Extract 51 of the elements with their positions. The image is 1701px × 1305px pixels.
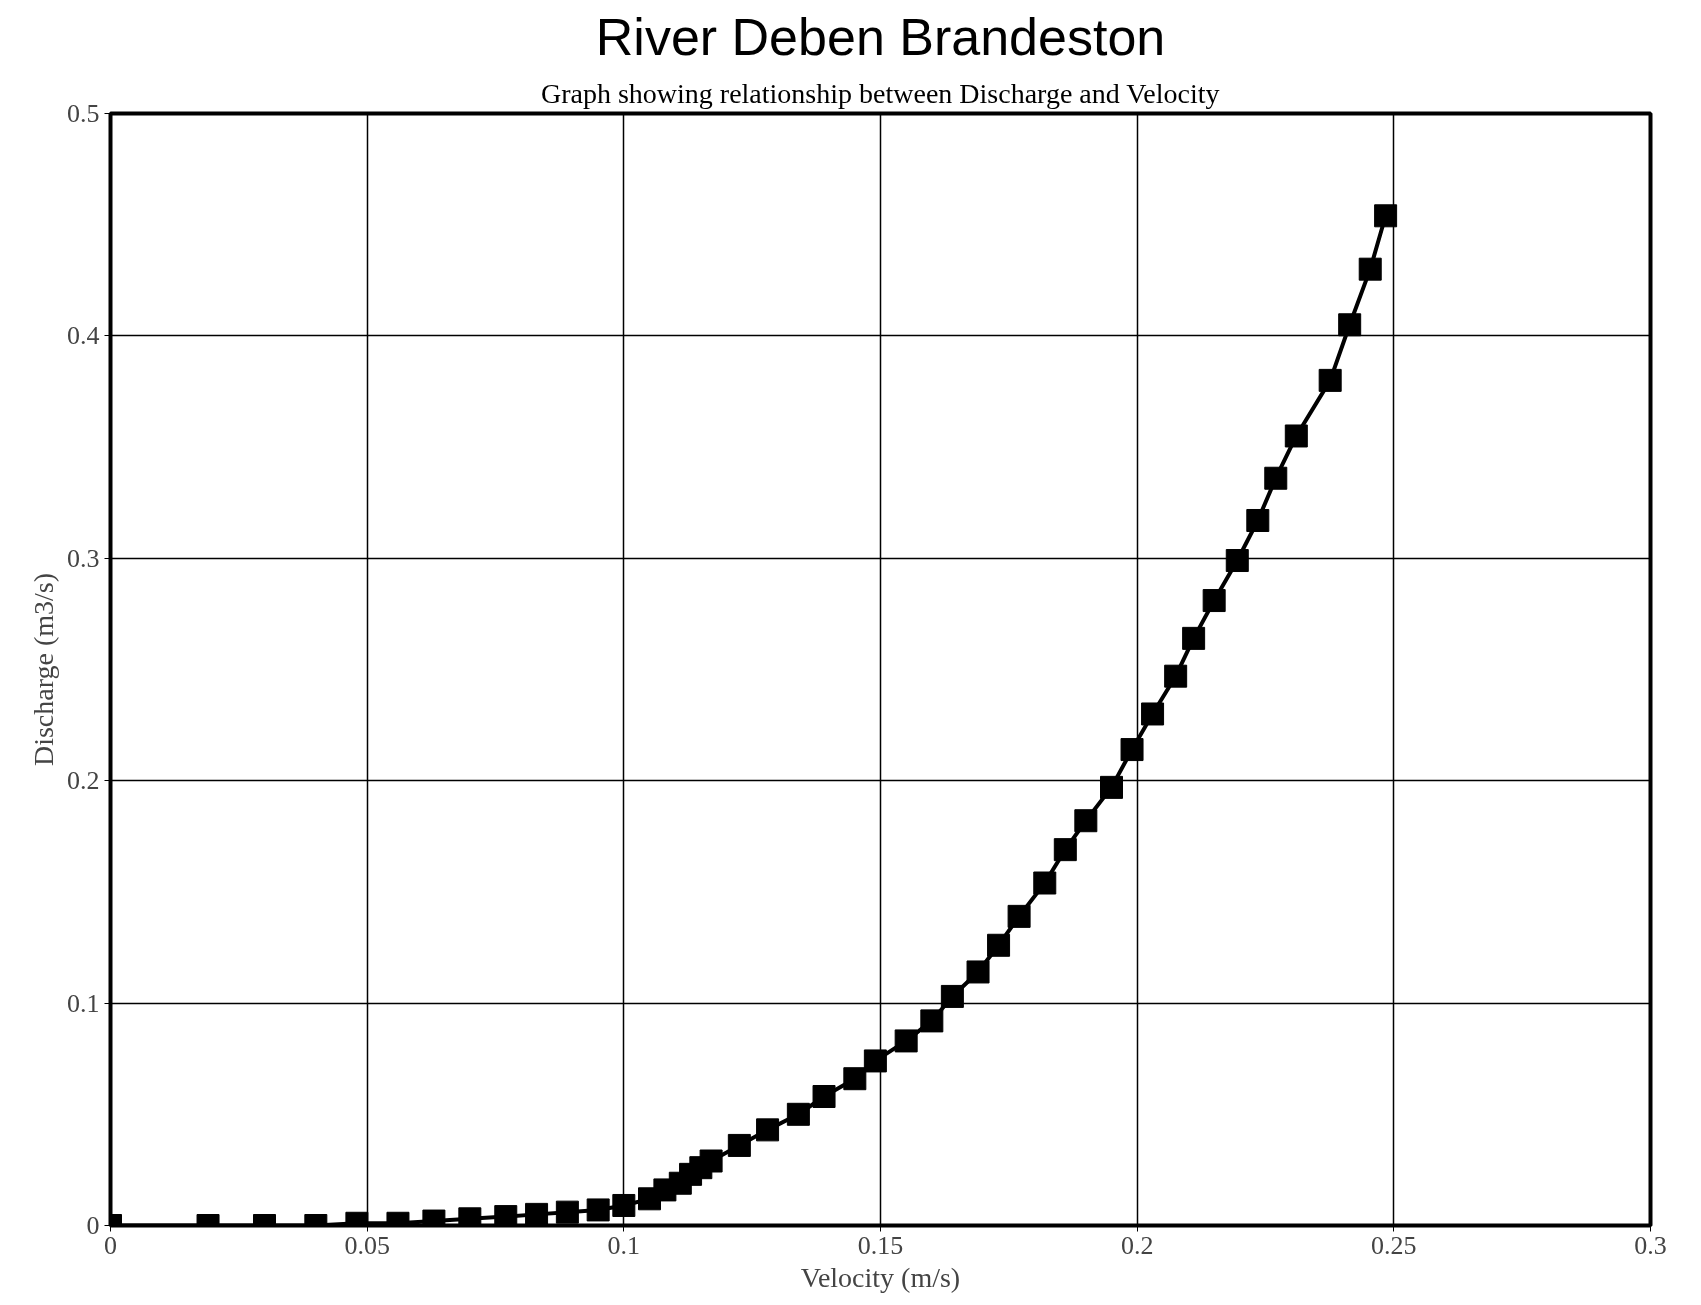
point xyxy=(1182,626,1206,650)
point xyxy=(1100,775,1123,799)
point xyxy=(843,1067,867,1091)
point xyxy=(1358,257,1382,281)
point xyxy=(786,1102,810,1126)
x-tick-label: 0.25 xyxy=(1371,1230,1417,1260)
point xyxy=(1202,589,1226,613)
point xyxy=(812,1085,836,1109)
point xyxy=(1246,508,1270,532)
point xyxy=(1141,702,1165,726)
point xyxy=(966,960,990,984)
point xyxy=(612,1193,636,1217)
point xyxy=(1264,466,1288,490)
point xyxy=(699,1149,723,1173)
point xyxy=(1164,664,1188,688)
x-tick-label: 0.3 xyxy=(1634,1230,1667,1260)
x-tick-label: 0.1 xyxy=(607,1230,641,1260)
point xyxy=(1338,313,1362,337)
point xyxy=(920,1009,944,1033)
point xyxy=(863,1049,887,1073)
point xyxy=(1074,809,1098,833)
x-tick-label: 0.15 xyxy=(857,1230,904,1260)
point xyxy=(1225,549,1249,573)
x-tick-label: 0.2 xyxy=(1120,1230,1154,1260)
point xyxy=(756,1118,780,1142)
y-tick-label: 0.5 xyxy=(67,99,100,128)
chart-subtitle: Graph showing relationship between Discharge and Velocity xyxy=(540,77,1220,109)
point xyxy=(1033,871,1057,895)
y-tick-label: 0.2 xyxy=(67,766,100,796)
chart-title: River Deben Brandeston xyxy=(595,7,1166,66)
point xyxy=(1374,204,1398,228)
y-axis-title: Discharge (m3/s) xyxy=(28,572,59,767)
point xyxy=(727,1133,751,1157)
point xyxy=(494,1205,518,1226)
point xyxy=(1053,838,1077,862)
y-tick-label: 0 xyxy=(86,1211,100,1240)
point xyxy=(586,1198,610,1222)
y-tick-label: 0.1 xyxy=(67,988,100,1018)
point xyxy=(1318,368,1342,392)
x-tick-label: 0.05 xyxy=(344,1230,390,1260)
x-axis-title: Velocity (m/s) xyxy=(800,1261,961,1293)
y-tick-label: 0.3 xyxy=(67,543,100,573)
point xyxy=(525,1202,549,1226)
point xyxy=(894,1029,918,1053)
point xyxy=(555,1200,579,1224)
point xyxy=(987,933,1011,957)
point xyxy=(940,984,964,1008)
point xyxy=(1120,738,1144,762)
y-tick-label: 0.4 xyxy=(67,321,100,351)
point xyxy=(1284,424,1308,448)
point xyxy=(1007,904,1031,928)
